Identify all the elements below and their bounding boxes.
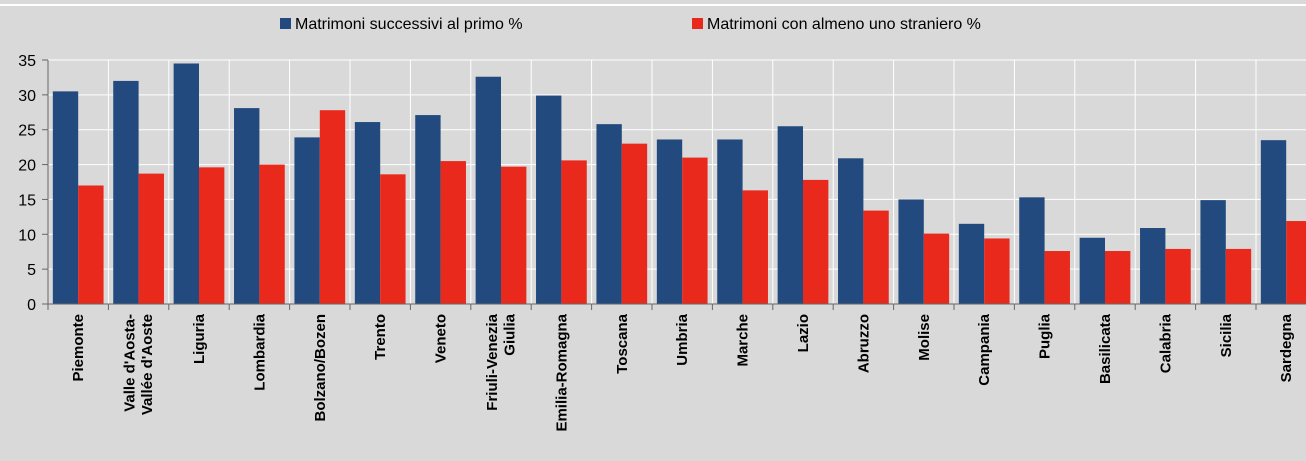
bar <box>1260 140 1287 304</box>
x-tick-label: Calabria <box>1157 313 1174 373</box>
legend-label: Matrimoni successivi al primo % <box>295 16 523 33</box>
y-tick-label: 10 <box>18 227 36 244</box>
bar <box>319 110 346 305</box>
bar <box>234 108 260 304</box>
x-tick-label: Lazio <box>795 314 812 352</box>
bar <box>1165 248 1191 304</box>
x-tick-label: Piemonte <box>70 314 87 382</box>
bar <box>1019 197 1045 304</box>
legend-swatch <box>280 18 291 29</box>
bar <box>838 158 864 304</box>
x-tick-label: Molise <box>916 314 933 361</box>
bar <box>440 161 466 304</box>
bar <box>52 91 79 304</box>
legend-swatch <box>692 18 703 29</box>
bar <box>380 174 406 304</box>
bar <box>923 233 950 304</box>
bar <box>742 190 768 304</box>
bar <box>1225 248 1252 304</box>
bar <box>803 179 829 304</box>
bar <box>138 173 164 304</box>
bar <box>1079 237 1105 304</box>
bar <box>682 157 708 304</box>
bar <box>536 95 562 304</box>
x-tick-label: Basilicata <box>1097 313 1114 384</box>
bar <box>78 185 104 304</box>
x-tick-label: Liguria <box>191 313 208 364</box>
x-tick-label: Veneto <box>433 314 450 363</box>
bar <box>717 139 743 304</box>
bar <box>199 167 225 304</box>
bar <box>1200 200 1226 304</box>
bar <box>621 143 648 304</box>
x-tick-label: Puglia <box>1037 313 1054 359</box>
y-tick-label: 5 <box>27 262 36 279</box>
x-tick-label: Friuli-VeneziaGiulia <box>484 313 518 410</box>
bar <box>259 164 285 304</box>
bar <box>113 80 139 305</box>
x-tick-label: Trento <box>372 314 389 360</box>
x-tick-label: Campania <box>976 313 993 385</box>
y-tick-label: 20 <box>18 158 36 175</box>
bar <box>1044 251 1070 304</box>
bar <box>475 76 501 304</box>
bar <box>596 124 622 304</box>
bar <box>501 166 527 304</box>
bar <box>898 199 924 304</box>
y-tick-label: 35 <box>18 53 36 70</box>
x-tick-label: Toscana <box>614 313 631 373</box>
bar <box>984 238 1010 304</box>
y-tick-label: 25 <box>18 123 36 140</box>
legend-label: Matrimoni con almeno uno straniero % <box>707 16 981 33</box>
y-tick-label: 0 <box>27 297 36 314</box>
bar <box>863 210 889 304</box>
x-tick-label: Abruzzo <box>855 314 872 373</box>
bar <box>1286 221 1306 304</box>
x-tick-label: Sicilia <box>1218 313 1235 357</box>
bar <box>354 122 381 304</box>
bar <box>656 139 683 304</box>
x-tick-label: Valle d'Aosta-Vallée d'Aoste <box>122 314 156 415</box>
bar <box>561 160 587 304</box>
x-tick-label: Lombardia <box>251 313 268 390</box>
bar <box>777 126 803 304</box>
x-tick-label: Marche <box>735 314 752 367</box>
bar <box>1140 228 1166 304</box>
bar <box>958 223 985 304</box>
x-tick-label: Umbria <box>674 313 691 365</box>
y-tick-label: 30 <box>18 88 36 105</box>
x-tick-label: Bolzano/Bozen <box>312 314 329 422</box>
x-tick-label: Emilia-Romagna <box>553 313 570 431</box>
x-tick-label: Sardegna <box>1278 313 1295 382</box>
bar <box>173 63 199 304</box>
bar <box>1105 251 1131 304</box>
bar <box>294 137 320 304</box>
y-tick-label: 15 <box>18 192 36 209</box>
bar <box>415 115 441 305</box>
